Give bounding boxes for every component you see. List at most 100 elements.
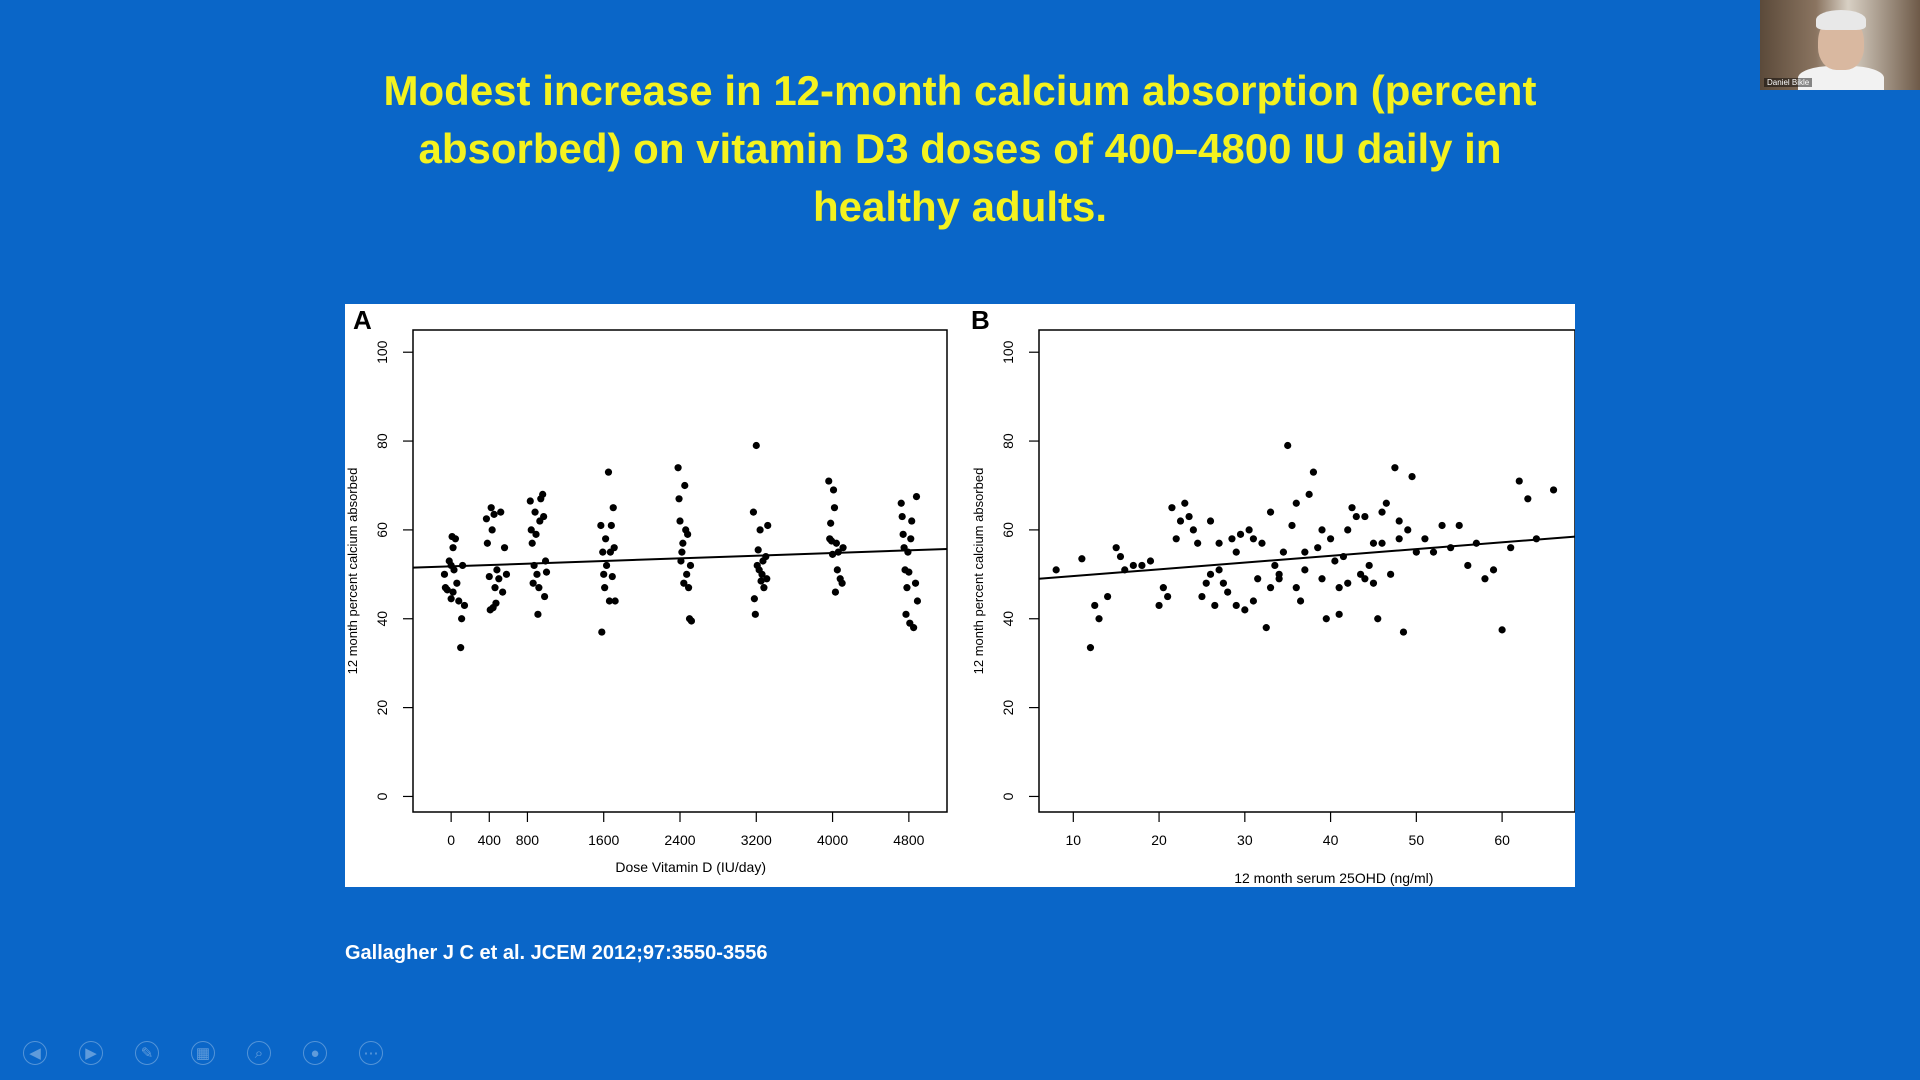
- prev-slide-button[interactable]: ◀: [18, 1038, 52, 1068]
- slide-title-line-3: healthy adults.: [812, 183, 1108, 230]
- chart-a-data-point: [757, 577, 765, 585]
- chart-b-data-point: [1408, 472, 1416, 481]
- chart-b-data-point: [1168, 504, 1176, 512]
- next-slide-button[interactable]: ▶: [74, 1038, 108, 1068]
- chart-b-data-point: [1374, 615, 1382, 623]
- more-options-button[interactable]: ⋯: [354, 1038, 388, 1068]
- chart-a-data-point: [687, 617, 696, 625]
- chart-b-data-point: [1104, 592, 1112, 601]
- chart-b-data-point: [1086, 644, 1095, 652]
- chart-a-data-point: [898, 512, 906, 521]
- chart-a-x-tick-label: 3200: [741, 832, 772, 848]
- chart-a-y-axis-label: 12 month percent calcium absorbed: [345, 468, 360, 675]
- chart-a-x-tick-label: 0: [447, 832, 455, 848]
- chart-a-data-point: [605, 597, 614, 605]
- slides-button[interactable]: ▦: [186, 1038, 220, 1068]
- chart-a-data-point: [460, 601, 469, 610]
- chart-b-panel-label: B: [971, 305, 990, 335]
- chart-b-data-point: [1249, 535, 1257, 543]
- pointer-button[interactable]: ●: [298, 1038, 332, 1068]
- chart-b-data-point: [1369, 539, 1378, 547]
- chart-b-y-tick-label: 80: [1000, 433, 1016, 449]
- chart-a-data-point: [902, 610, 910, 618]
- chart-a-data-point: [831, 588, 840, 596]
- chart-a-data-point: [601, 584, 609, 592]
- chart-b-data-point: [1348, 504, 1356, 512]
- chart-b-data-point: [1211, 601, 1219, 610]
- chart-a-data-point: [764, 521, 772, 530]
- chart-a-data-point: [832, 539, 840, 547]
- chart-b-data-point: [1326, 535, 1335, 543]
- chart-b-x-tick-label: 60: [1494, 832, 1510, 848]
- chart-a-data-point: [455, 597, 463, 605]
- chart-a-data-point: [679, 539, 687, 547]
- chart-a-data-point: [600, 570, 608, 578]
- slide-title-line-1: Modest increase in 12-month calcium abso…: [383, 67, 1537, 114]
- chart-a-data-point: [608, 572, 616, 581]
- chart-b-data-point: [1412, 548, 1420, 556]
- chart-b-data-point: [1215, 539, 1223, 547]
- webcam-thumbnail[interactable]: Daniel Bikle: [1760, 0, 1920, 90]
- chart-b-data-point: [1292, 499, 1300, 507]
- chart-a-data-point: [487, 504, 495, 512]
- chart-a-data-point: [610, 544, 618, 552]
- chart-b-data-point: [1357, 570, 1365, 578]
- chart-b-data-point: [1331, 557, 1339, 565]
- chart-b-data-point: [1421, 535, 1429, 543]
- chart-b-x-tick-label: 20: [1151, 832, 1167, 848]
- chart-b-data-point: [1202, 579, 1210, 587]
- chart-a-data-point: [604, 468, 613, 476]
- chart-b-x-tick-label: 30: [1237, 832, 1253, 848]
- chart-a-data-point: [830, 504, 839, 512]
- pen-icon: ✎: [135, 1041, 159, 1065]
- chart-a-data-point: [500, 544, 509, 552]
- chart-a-data-point: [540, 592, 549, 601]
- chart-b-data-point: [1232, 601, 1240, 610]
- chart-a-data-point: [535, 584, 543, 592]
- chart-b-data-point: [1279, 548, 1288, 556]
- chart-b-data-point: [1249, 597, 1257, 605]
- chart-b-data-point: [1369, 579, 1378, 587]
- chart-b-x-axis-label: 12 month serum 25OHD (ng/ml): [1234, 870, 1433, 886]
- chart-b-plot-frame: [1038, 329, 1575, 813]
- chart-a-data-point: [597, 521, 605, 530]
- chart-a-data-point: [762, 552, 770, 561]
- zoom-button[interactable]: ⌕: [242, 1038, 276, 1068]
- chart-a-data-point: [531, 508, 539, 516]
- chart-b-data-point: [1078, 555, 1086, 563]
- chart-b-data-point: [1387, 570, 1395, 578]
- chart-b-data-point: [1335, 610, 1343, 618]
- slide-title: Modest increase in 12-month calcium abso…: [260, 62, 1660, 236]
- chart-a-data-point: [839, 544, 847, 552]
- chart-b-data-point: [1258, 539, 1266, 547]
- chart-a-data-point: [534, 610, 542, 618]
- chart-a-data-point: [502, 570, 511, 578]
- slides-icon: ▦: [191, 1041, 215, 1065]
- chart-a-data-point: [490, 510, 498, 518]
- chart-b-data-point: [1224, 588, 1232, 596]
- chart-a-data-point: [683, 570, 691, 578]
- chart-b-data-point: [1138, 561, 1146, 570]
- chart-a-data-point: [838, 579, 846, 587]
- webcam-person-hair: [1816, 10, 1866, 30]
- chart-b-data-point: [1399, 628, 1408, 636]
- chart-a-data-point: [911, 579, 920, 587]
- chart-a-data-point: [678, 548, 686, 556]
- chart-b-data-point: [1378, 539, 1386, 547]
- chart-a-data-point: [833, 566, 841, 574]
- chart-a-data-point: [905, 568, 913, 576]
- chart-b-data-point: [1129, 561, 1137, 570]
- chart-a-data-point: [526, 497, 534, 505]
- chart-b-data-point: [1091, 601, 1099, 610]
- chart-b-data-point: [1266, 508, 1275, 516]
- chart-a-data-point: [441, 584, 450, 592]
- chart-b-data-point: [1301, 548, 1309, 556]
- chart-a-data-point: [611, 597, 619, 605]
- chart-a-data-point: [903, 584, 911, 592]
- chart-a-data-point: [493, 566, 501, 574]
- pen-button[interactable]: ✎: [130, 1038, 164, 1068]
- chart-a-data-point: [607, 521, 615, 530]
- chart-a-data-point: [760, 584, 768, 592]
- citation: Gallagher J C et al. JCEM 2012;97:3550-3…: [345, 942, 768, 964]
- chart-b-data-point: [1155, 601, 1163, 610]
